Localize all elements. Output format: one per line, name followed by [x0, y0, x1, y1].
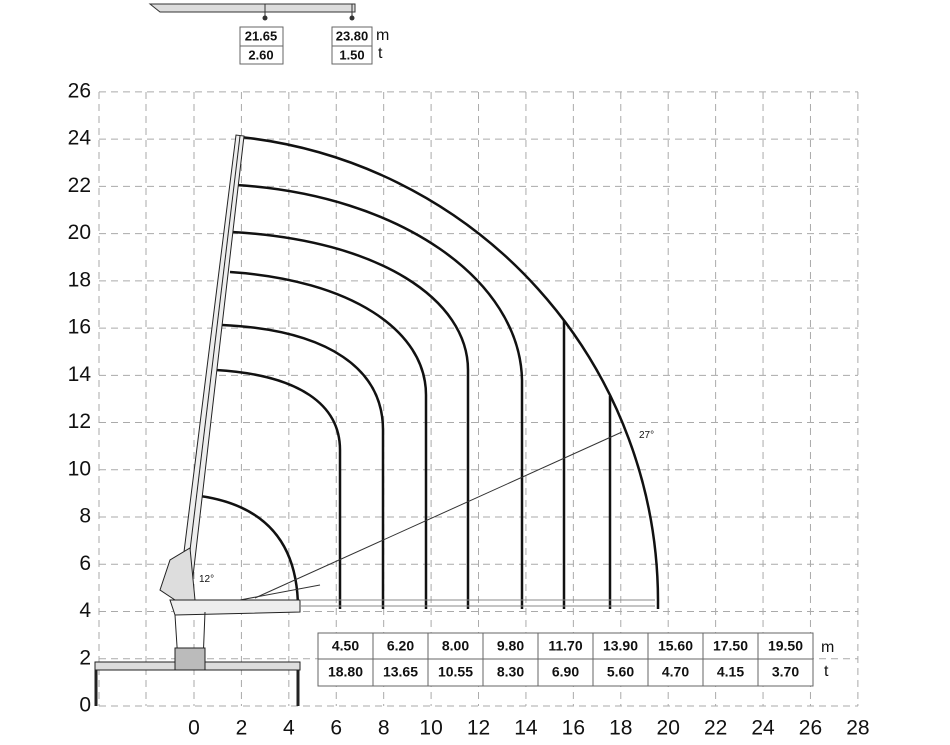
unit: t [378, 45, 383, 62]
cell [427, 632, 484, 660]
reach-value: 15.60 [658, 638, 693, 654]
jib-table: 21.65 2.60 23.80 1.50 m t [239, 26, 389, 65]
envelope [221, 323, 385, 609]
cell [239, 45, 284, 65]
unit: m [821, 639, 834, 656]
angle-line [239, 584, 321, 601]
cell [702, 658, 759, 687]
reach-value: 11.70 [548, 638, 582, 654]
envelope [199, 494, 300, 610]
x-tick-label: 4 [283, 717, 295, 740]
y-tick-label: 26 [68, 79, 91, 102]
unit: m [376, 27, 389, 44]
load-value: 4.15 [717, 664, 744, 680]
reach-value: 6.20 [387, 638, 414, 654]
envelope [239, 135, 660, 609]
jib-load: 2.60 [248, 47, 273, 62]
jib-icon [148, 3, 356, 21]
envelope [229, 270, 428, 609]
x-tick-label: 24 [751, 717, 775, 740]
unit: t [824, 663, 829, 680]
reach-value: 17.50 [713, 638, 748, 654]
load-value: 4.70 [662, 664, 689, 680]
y-tick-label: 4 [79, 599, 91, 622]
cell [317, 658, 374, 687]
x-tick-label: 26 [799, 717, 822, 740]
load-value: 18.80 [328, 664, 363, 680]
reach-value: 9.80 [497, 638, 524, 654]
load-value: 3.70 [772, 664, 799, 680]
y-tick-label: 0 [79, 694, 91, 717]
cell [757, 632, 814, 660]
crane [94, 134, 655, 706]
x-tick-label: 6 [330, 717, 342, 740]
load-value: 10.55 [438, 664, 473, 680]
cell [537, 658, 594, 687]
envelopes [199, 135, 660, 610]
y-tick-label: 20 [68, 221, 91, 244]
reach-value: 8.00 [442, 638, 469, 654]
x-tick-label: 18 [609, 717, 632, 740]
load-value: 6.90 [552, 664, 579, 680]
x-tick-label: 14 [514, 717, 538, 740]
cell [592, 658, 649, 687]
reach-value: 13.90 [603, 638, 638, 654]
cell [427, 658, 484, 687]
angle-label: 12° [199, 574, 214, 585]
cell [331, 45, 373, 65]
load-value: 13.65 [383, 664, 418, 680]
x-tick-label: 12 [467, 717, 490, 740]
x-tick-label: 10 [419, 717, 442, 740]
angle-label: 27° [639, 430, 654, 441]
y-tick-label: 8 [79, 505, 91, 528]
jib-reach: 23.80 [336, 28, 369, 43]
reach-value: 4.50 [332, 638, 359, 654]
x-tick-label: 22 [704, 717, 727, 740]
cell [372, 632, 429, 660]
cell [592, 632, 649, 660]
y-tick-label: 2 [79, 646, 91, 669]
x-tick-label: 28 [846, 717, 869, 740]
cell [372, 658, 429, 687]
y-tick-label: 18 [68, 268, 91, 291]
x-tick-label: 20 [657, 717, 680, 740]
y-tick-label: 10 [68, 457, 91, 480]
grid-extra [98, 92, 147, 706]
envelope [231, 230, 470, 609]
x-tick-label: 0 [188, 717, 200, 740]
angle-line [254, 431, 623, 599]
x-tick-label: 2 [236, 717, 248, 740]
cell [757, 658, 814, 687]
reach-value: 19.50 [768, 638, 803, 654]
y-tick-label: 22 [68, 174, 91, 197]
envelope [215, 368, 342, 609]
cell [647, 658, 704, 687]
load-value: 5.60 [607, 664, 634, 680]
cell [537, 632, 594, 660]
y-tick-label: 14 [68, 363, 92, 386]
envelope [235, 183, 524, 609]
y-tick-label: 24 [68, 127, 92, 150]
y-tick-label: 12 [68, 410, 91, 433]
y-tick-label: 6 [79, 552, 91, 575]
x-tick-label: 8 [378, 717, 390, 740]
load-table: 4.50 18.80 6.20 13.65 8.00 10.55 9.80 8.30 11.70… [317, 632, 814, 687]
jib-load: 1.50 [339, 47, 364, 62]
load-value: 8.30 [497, 664, 524, 680]
cell [317, 632, 374, 660]
y-tick-label: 16 [68, 316, 91, 339]
x-tick-label: 16 [562, 717, 585, 740]
jib-reach: 21.65 [245, 28, 278, 43]
